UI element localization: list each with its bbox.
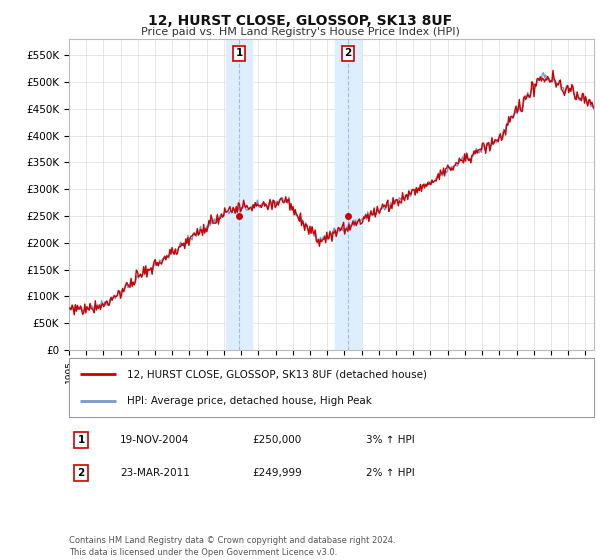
Text: 1: 1 <box>235 48 242 58</box>
Text: 1: 1 <box>77 435 85 445</box>
Text: 2: 2 <box>344 48 352 58</box>
Text: 23-MAR-2011: 23-MAR-2011 <box>120 468 190 478</box>
Text: 2% ↑ HPI: 2% ↑ HPI <box>366 468 415 478</box>
Text: £249,999: £249,999 <box>252 468 302 478</box>
Bar <box>226 39 252 350</box>
Bar <box>335 39 361 350</box>
Text: 3% ↑ HPI: 3% ↑ HPI <box>366 435 415 445</box>
Text: Price paid vs. HM Land Registry's House Price Index (HPI): Price paid vs. HM Land Registry's House … <box>140 27 460 37</box>
Text: 12, HURST CLOSE, GLOSSOP, SK13 8UF (detached house): 12, HURST CLOSE, GLOSSOP, SK13 8UF (deta… <box>127 369 427 379</box>
Text: 12, HURST CLOSE, GLOSSOP, SK13 8UF: 12, HURST CLOSE, GLOSSOP, SK13 8UF <box>148 14 452 28</box>
Text: £250,000: £250,000 <box>252 435 301 445</box>
Text: 19-NOV-2004: 19-NOV-2004 <box>120 435 190 445</box>
FancyBboxPatch shape <box>69 358 594 417</box>
Text: Contains HM Land Registry data © Crown copyright and database right 2024.
This d: Contains HM Land Registry data © Crown c… <box>69 536 395 557</box>
Text: 2: 2 <box>77 468 85 478</box>
Text: HPI: Average price, detached house, High Peak: HPI: Average price, detached house, High… <box>127 396 371 407</box>
